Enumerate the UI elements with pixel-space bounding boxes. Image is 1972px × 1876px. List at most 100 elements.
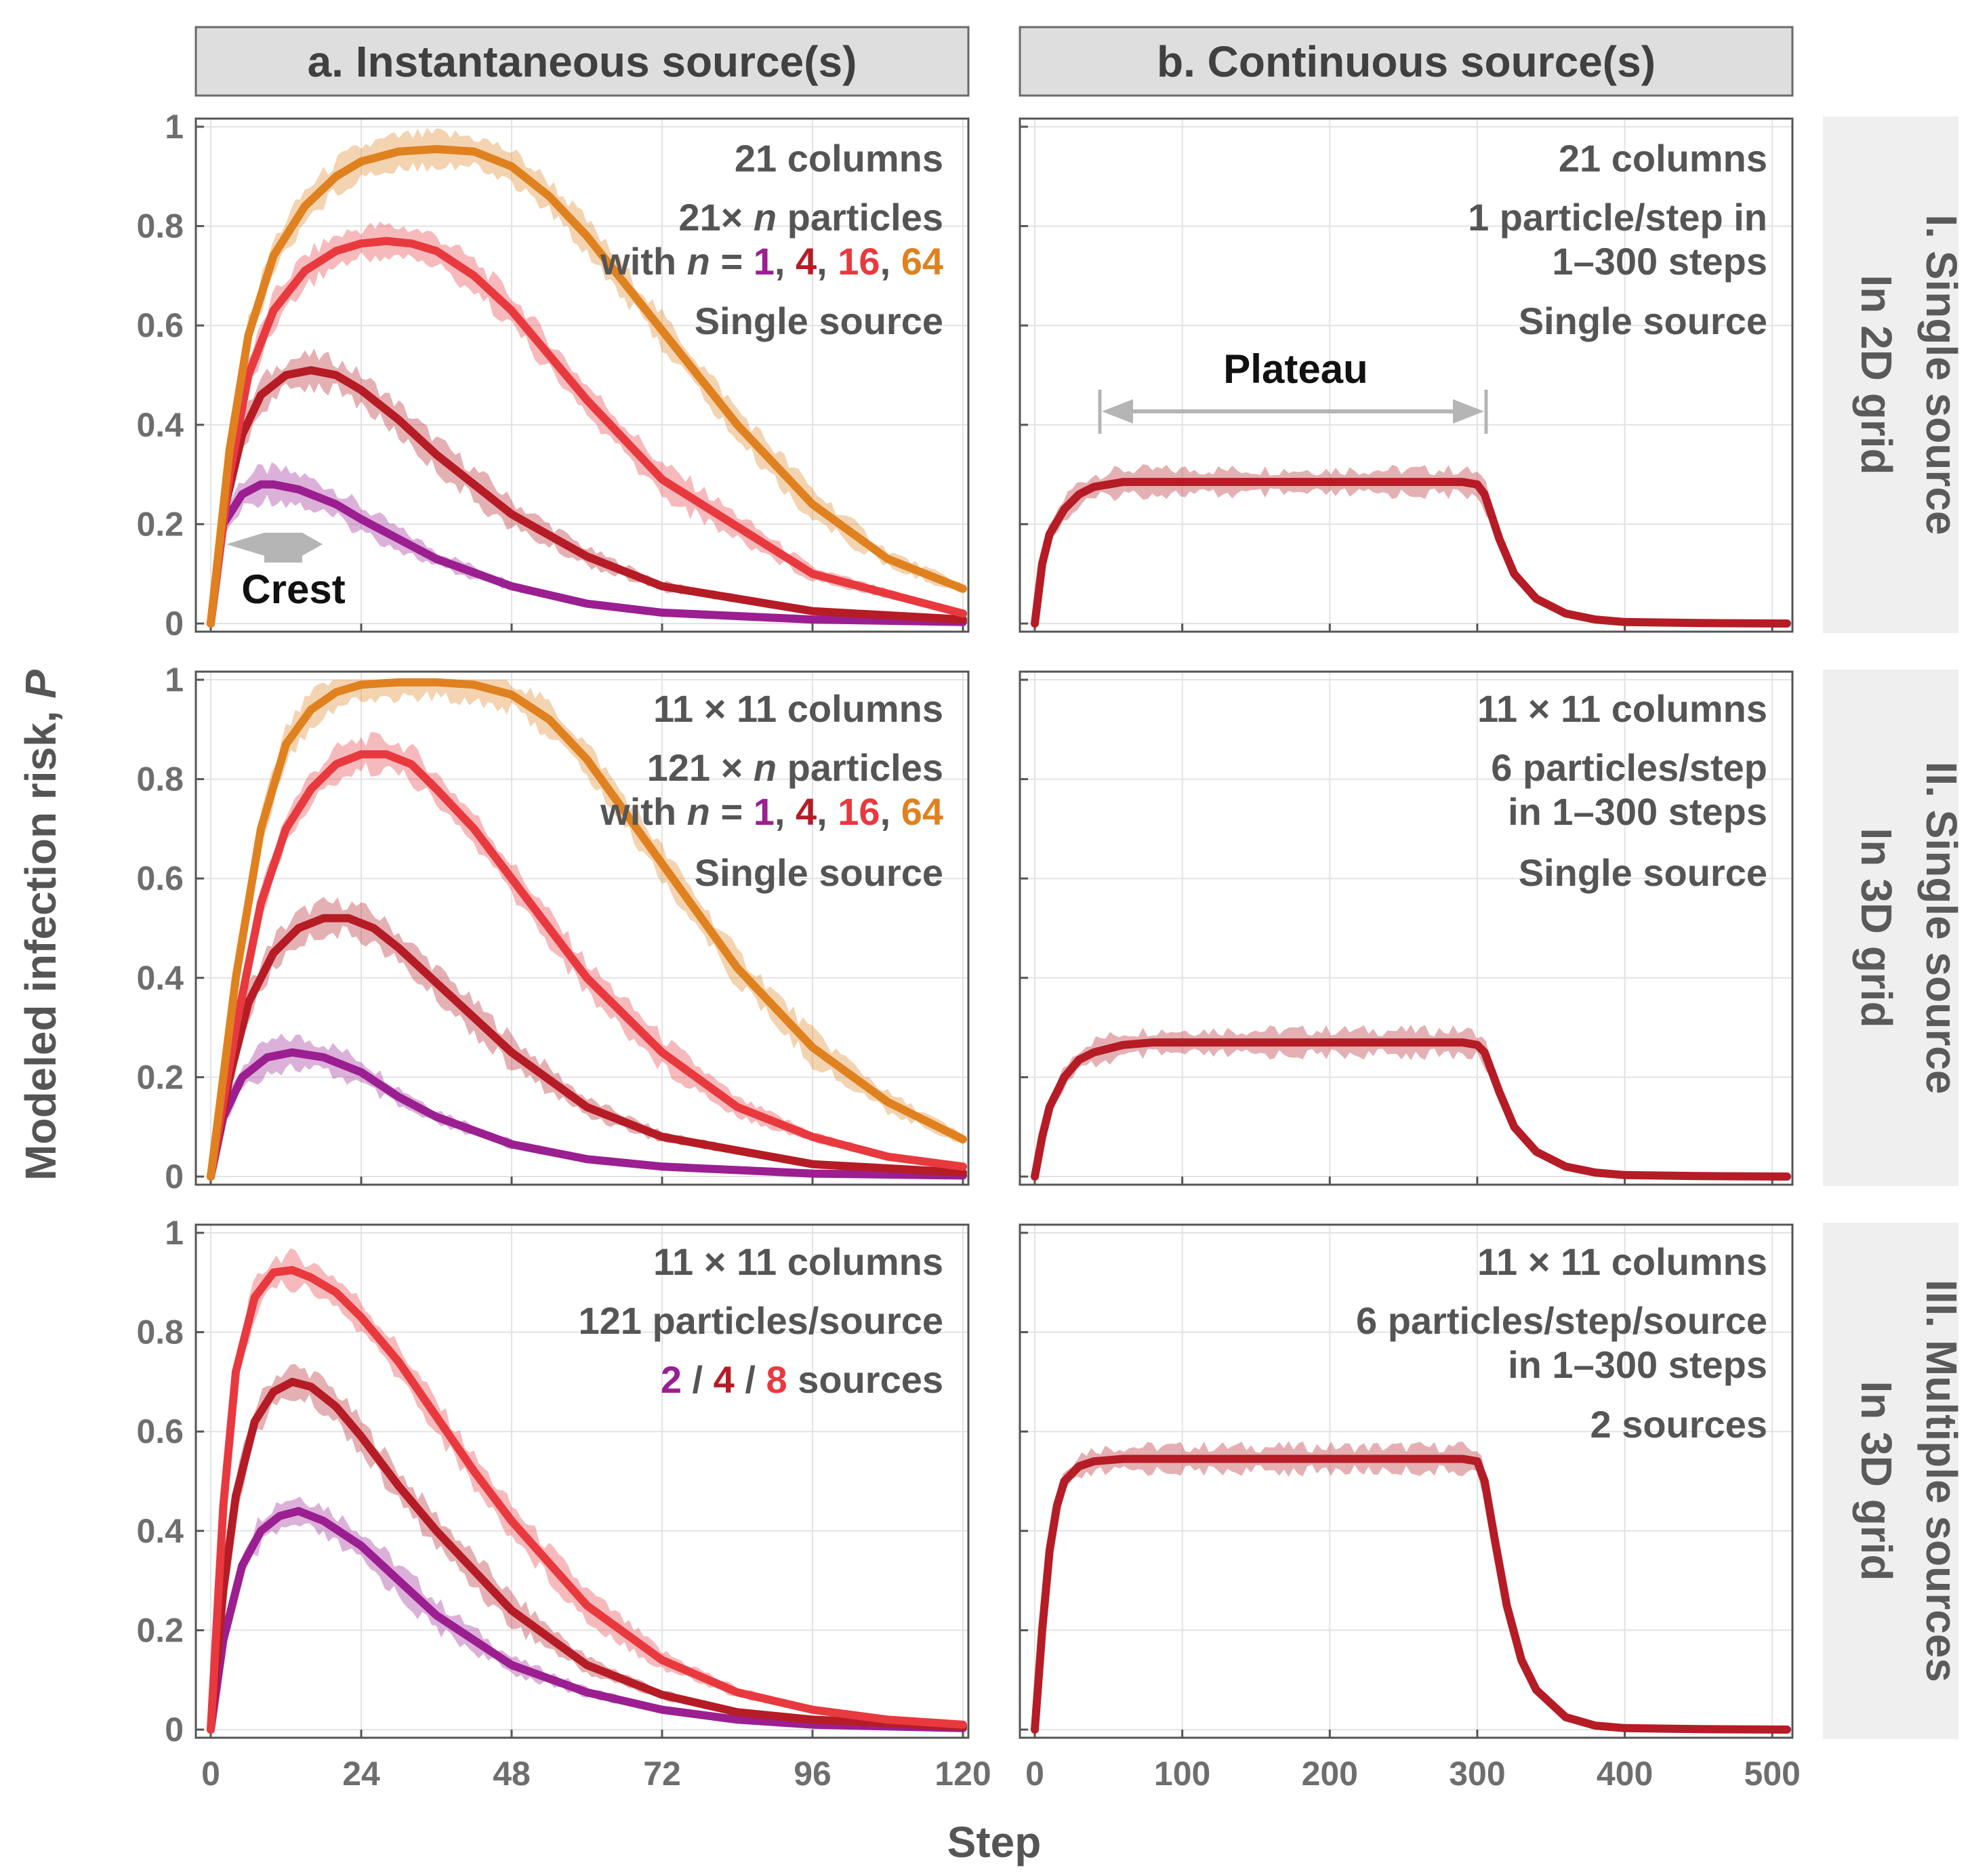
annotation-II-a: 11 × 11 columns 121 × n particles with n…	[600, 687, 943, 894]
annotation-II-a-values: with n = 1, 4, 16, 64	[600, 790, 943, 833]
plot-border	[194, 1223, 970, 1739]
column-header-a-title: a. Instantaneous source(s)	[308, 37, 857, 86]
series-band	[211, 1496, 963, 1730]
x-tick-label: 0	[201, 1755, 220, 1793]
annotation-III-a-sep-2: /	[735, 1358, 766, 1401]
annotation-III-a-sep-1: /	[682, 1358, 714, 1401]
row-label-III-line1: III. Multiple sources	[1917, 1280, 1966, 1682]
row-label-II-box	[1823, 670, 1958, 1186]
annotation-II-a-sep-3: ,	[880, 790, 901, 833]
series-band	[1035, 1441, 1787, 1730]
y-tick-label: 0.4	[136, 406, 184, 444]
series-line-continuous	[1031, 1454, 1791, 1734]
y-tick-label: 0	[165, 1711, 184, 1749]
annotation-III-b: 11 × 11 columns 6 particles/step/source …	[1356, 1240, 1767, 1446]
x-tick-label: 96	[794, 1755, 831, 1793]
column-header-b-title: b. Continuous source(s)	[1157, 37, 1656, 86]
x-tick-label: 48	[493, 1755, 531, 1793]
panel-II-b	[1019, 670, 1794, 1186]
annotation-II-a-columns: 11 × 11 columns	[653, 687, 943, 730]
row-label-I: I. Single source In 2D grid	[1823, 117, 1966, 633]
annotation-III-a-value-8: 8	[766, 1358, 787, 1401]
y-axis-title-symbol: P	[16, 670, 65, 699]
annotation-II-b-line3: in 1–300 steps	[1508, 790, 1767, 833]
row-label-III-box	[1823, 1223, 1958, 1739]
y-axis-title: Modeled infection risk, P	[16, 670, 65, 1181]
annotation-I-a-sep-2: ,	[817, 240, 838, 283]
annotation-III-a-suffix: sources	[787, 1358, 943, 1401]
annotation-III-a-line1: 11 × 11 columns	[653, 1240, 943, 1283]
x-tick-label: 120	[934, 1755, 991, 1793]
y-tick-label: 0.4	[136, 1512, 184, 1550]
x-axis-title: Step	[947, 1818, 1042, 1867]
column-header-a: a. Instantaneous source(s)	[194, 26, 970, 97]
plot-border	[1019, 1223, 1794, 1739]
annotation-I-a-sep-3: ,	[880, 240, 901, 283]
series-line-64	[207, 678, 967, 1181]
annotation-III-b-line1: 11 × 11 columns	[1477, 1240, 1767, 1283]
y-tick-label: 0.6	[136, 306, 184, 344]
series-line-16	[207, 750, 967, 1181]
y-tick-label: 1	[165, 661, 184, 699]
y-tick-label: 0.2	[136, 1611, 184, 1649]
annotation-I-a-with: with	[600, 240, 687, 283]
row-label-II-line1: II. Single source	[1917, 762, 1966, 1095]
row-label-II: II. Single source In 3D grid	[1823, 670, 1966, 1186]
annotation-I-a-columns: 21 columns	[735, 137, 943, 180]
annotation-I-a-values: with n = 1, 4, 16, 64	[600, 240, 943, 283]
plateau-label: Plateau	[1223, 346, 1368, 392]
series-line-1	[207, 480, 967, 628]
y-tick-label: 1	[165, 108, 184, 146]
series-line-2	[207, 1507, 967, 1734]
crest-label: Crest	[241, 567, 345, 612]
y-axis-title-text: Modeled infection risk,	[16, 699, 65, 1181]
annotation-II-a-value-64: 64	[901, 790, 943, 833]
y-tick-label: 0.6	[136, 1412, 184, 1450]
series-line-8	[207, 1266, 967, 1734]
plot-frame	[1019, 117, 1794, 633]
panel-III-b: 0 100 200 300 400 500	[1019, 1223, 1801, 1793]
annotation-I-a-value-1: 1	[754, 240, 775, 283]
x-tick-label: 500	[1744, 1755, 1801, 1793]
annotation-I-a-value-16: 16	[838, 240, 880, 283]
annotation-II-a-with-var: n	[687, 790, 710, 833]
annotation-III-a: 11 × 11 columns 121 particles/source 2 /…	[578, 1240, 943, 1401]
row-label-I-line2: In 2D grid	[1852, 274, 1901, 474]
y-tick-label: 0.2	[136, 1058, 184, 1096]
annotation-I-b-line1: 21 columns	[1559, 137, 1767, 180]
annotation-I-a-with-var: n	[687, 240, 710, 283]
annotation-I-a-particles: 21× n particles	[678, 196, 943, 239]
column-header-b-box	[1019, 26, 1794, 97]
annotation-II-a-particles-suffix: particles	[777, 746, 943, 789]
plot-border	[1019, 117, 1794, 633]
annotation-I-b-line4: Single source	[1519, 300, 1767, 342]
annotation-I-b-line2: 1 particle/step in	[1468, 196, 1767, 239]
annotation-I-a-particles-prefix: 21×	[678, 196, 754, 239]
annotation-II-b-line2: 6 particles/step	[1491, 746, 1767, 789]
annotation-I-a-sep-1: ,	[775, 240, 796, 283]
annotation-I-a-particles-suffix: particles	[777, 196, 943, 239]
annotation-I-a-value-4: 4	[796, 240, 817, 283]
series-line-16	[207, 237, 967, 628]
plot-frame	[1019, 670, 1794, 1186]
series-band	[211, 462, 963, 624]
plot-frame	[194, 1223, 970, 1739]
annotation-II-a-particles: 121 × n particles	[647, 746, 943, 789]
row-label-I-box	[1823, 117, 1958, 633]
y-tick-label: 0.8	[136, 1313, 184, 1351]
plot-border	[194, 670, 970, 1186]
annotation-II-a-source: Single source	[695, 851, 943, 894]
row-label-I-line1: I. Single source	[1917, 214, 1966, 535]
x-tick-label: 24	[342, 1755, 380, 1793]
annotation-II-b-line1: 11 × 11 columns	[1477, 687, 1767, 730]
annotation-II-a-with-eq: =	[710, 790, 754, 833]
x-tick-label: 400	[1597, 1755, 1653, 1793]
y-tick-label: 0.8	[136, 760, 184, 798]
y-tick-label: 0	[165, 605, 184, 643]
crest-annotation: Crest	[226, 533, 346, 612]
annotation-I-a-value-64: 64	[901, 240, 943, 283]
annotation-III-a-value-2: 2	[661, 1358, 682, 1401]
series-line-4	[207, 914, 967, 1181]
annotation-III-a-sources: 2 / 4 / 8 sources	[661, 1358, 943, 1401]
